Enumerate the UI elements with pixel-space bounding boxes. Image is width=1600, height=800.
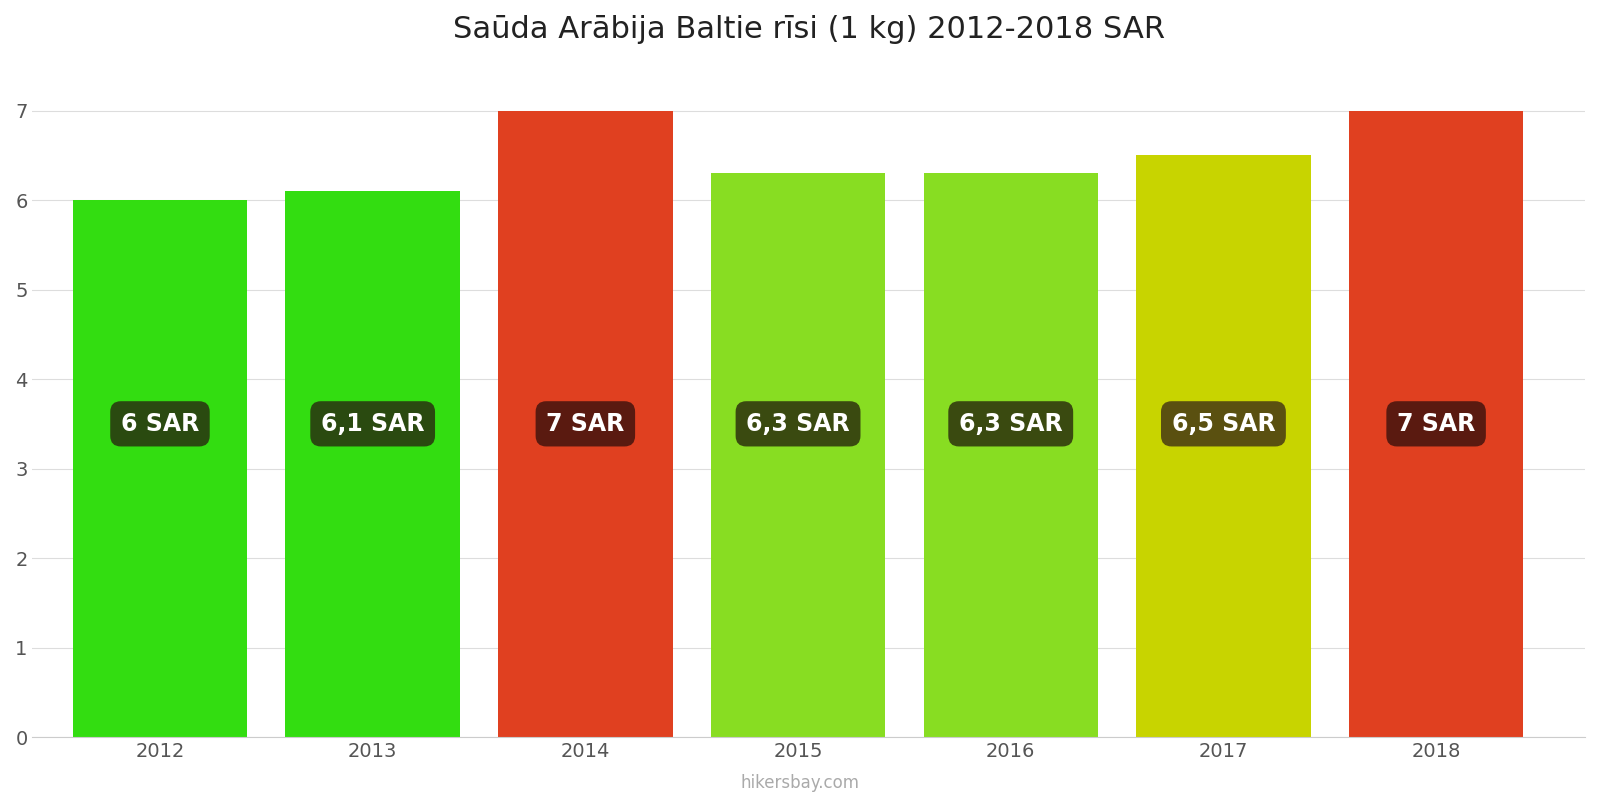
Text: 7 SAR: 7 SAR (546, 412, 624, 436)
Text: 7 SAR: 7 SAR (1397, 412, 1475, 436)
Bar (710, 173, 885, 737)
Bar (285, 191, 459, 737)
Text: hikersbay.com: hikersbay.com (741, 774, 859, 792)
Text: 6,5 SAR: 6,5 SAR (1171, 412, 1275, 436)
Text: 6,1 SAR: 6,1 SAR (322, 412, 424, 436)
Bar (1349, 110, 1523, 737)
Bar (498, 110, 672, 737)
Text: 6,3 SAR: 6,3 SAR (958, 412, 1062, 436)
Bar (1136, 155, 1310, 737)
Bar (72, 200, 246, 737)
Text: 6,3 SAR: 6,3 SAR (746, 412, 850, 436)
Title: Saūda Arābija Baltie rīsi (1 kg) 2012-2018 SAR: Saūda Arābija Baltie rīsi (1 kg) 2012-20… (453, 15, 1165, 44)
Bar (923, 173, 1098, 737)
Text: 6 SAR: 6 SAR (122, 412, 198, 436)
